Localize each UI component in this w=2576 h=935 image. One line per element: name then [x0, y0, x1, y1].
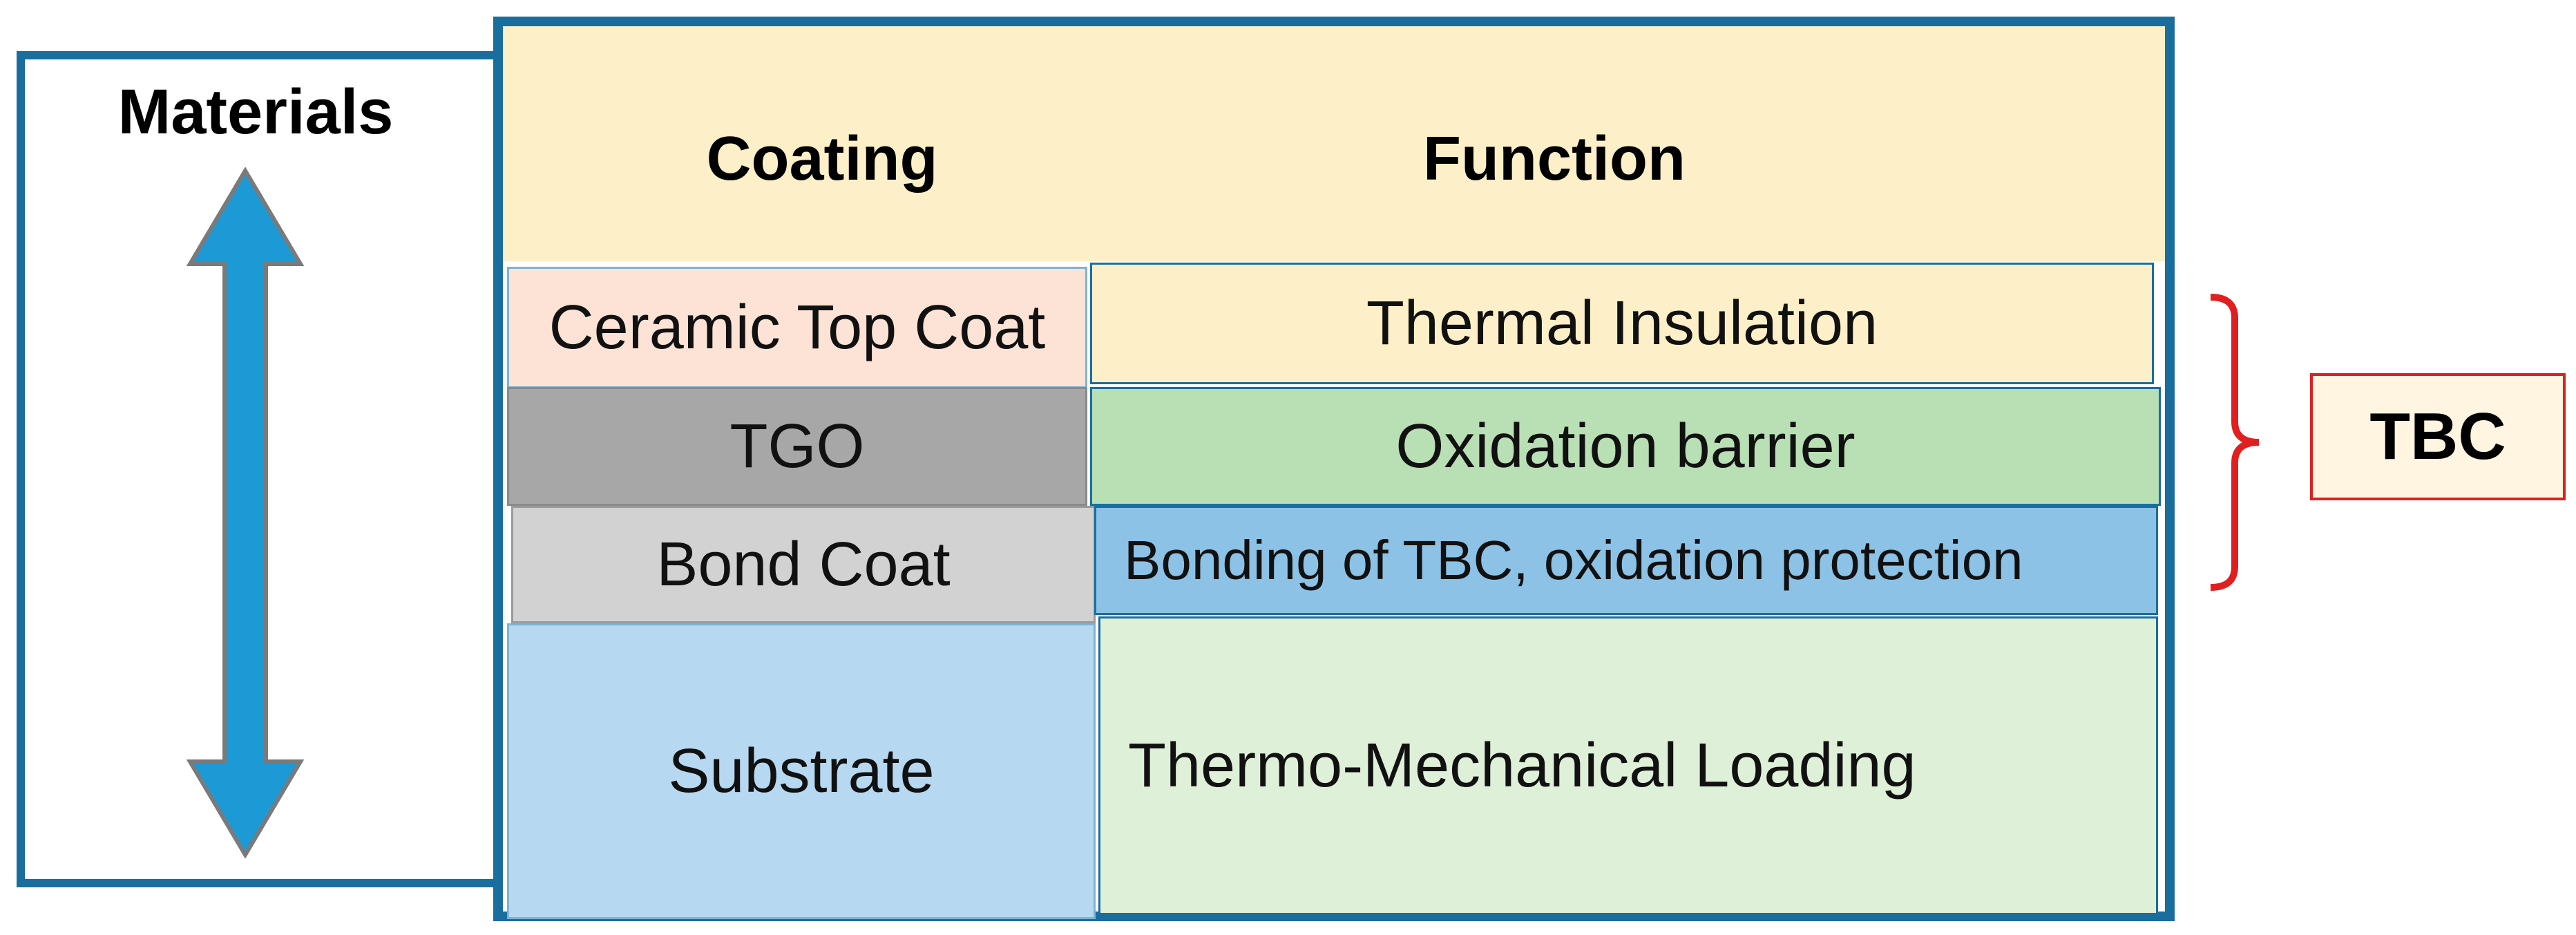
header-coating: Coating — [706, 124, 938, 193]
table-header-row — [503, 26, 2165, 261]
coating-cell-bond-coat: Bond Coat — [511, 506, 1096, 623]
header-function: Function — [1423, 124, 1686, 193]
function-cell-oxidation-barrier: Oxidation barrier — [1090, 387, 2161, 506]
coating-cell-ceramic-top-coat: Ceramic Top Coat — [507, 267, 1087, 388]
function-cell-thermal-insulation: Thermal Insulation — [1090, 263, 2154, 384]
function-cell-thermo-mechanical-loading: Thermo-Mechanical Loading — [1098, 616, 2158, 915]
coating-cell-substrate: Substrate — [507, 623, 1096, 919]
tbc-label-box: TBC — [2310, 373, 2566, 500]
curly-bracket-icon — [2210, 294, 2260, 591]
materials-label: Materials — [117, 77, 394, 147]
function-cell-bonding: Bonding of TBC, oxidation protection — [1094, 506, 2158, 615]
coating-cell-tgo: TGO — [507, 387, 1087, 506]
double-arrow-icon — [187, 167, 304, 858]
